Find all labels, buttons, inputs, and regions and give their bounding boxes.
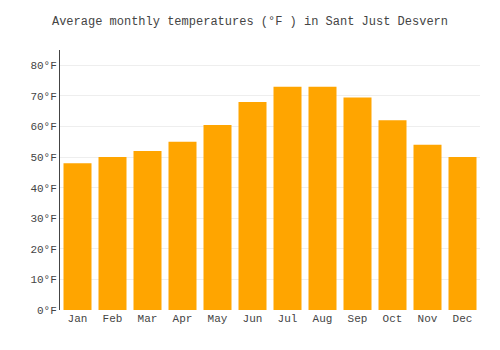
svg-text:Mar: Mar <box>138 313 158 325</box>
svg-text:10°F: 10°F <box>30 274 56 286</box>
svg-text:Feb: Feb <box>103 313 123 325</box>
svg-text:20°F: 20°F <box>30 244 56 256</box>
svg-text:70°F: 70°F <box>30 91 56 103</box>
svg-text:Apr: Apr <box>173 313 193 325</box>
svg-text:Jan: Jan <box>68 313 88 325</box>
svg-text:80°F: 80°F <box>30 60 56 72</box>
svg-text:Jul: Jul <box>278 313 298 325</box>
svg-text:Average monthly temperatures (: Average monthly temperatures (°F ) in Sa… <box>52 15 448 29</box>
svg-text:60°F: 60°F <box>30 121 56 133</box>
svg-text:40°F: 40°F <box>30 183 56 195</box>
svg-text:30°F: 30°F <box>30 213 56 225</box>
svg-text:Sep: Sep <box>348 313 368 325</box>
svg-text:Aug: Aug <box>313 313 333 325</box>
svg-text:50°F: 50°F <box>30 152 56 164</box>
svg-text:0°F: 0°F <box>37 305 57 317</box>
svg-text:Dec: Dec <box>453 313 473 325</box>
svg-text:Jun: Jun <box>243 313 263 325</box>
svg-text:Nov: Nov <box>418 313 438 325</box>
svg-text:May: May <box>208 313 228 325</box>
svg-text:Oct: Oct <box>383 313 403 325</box>
